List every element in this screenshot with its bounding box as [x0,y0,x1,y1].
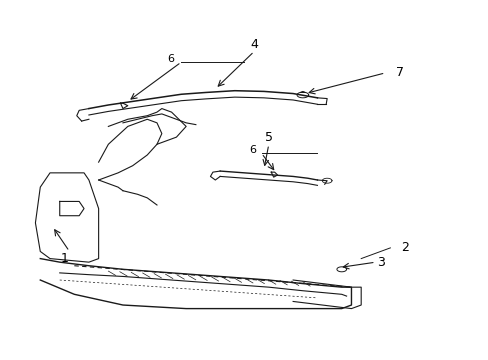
Text: 1: 1 [61,252,68,265]
Text: 6: 6 [167,54,174,64]
Text: 3: 3 [376,256,384,269]
Text: 6: 6 [249,145,256,155]
Text: 4: 4 [250,38,258,51]
Text: 5: 5 [264,131,272,144]
Text: 7: 7 [395,66,403,79]
Text: 2: 2 [400,241,408,255]
